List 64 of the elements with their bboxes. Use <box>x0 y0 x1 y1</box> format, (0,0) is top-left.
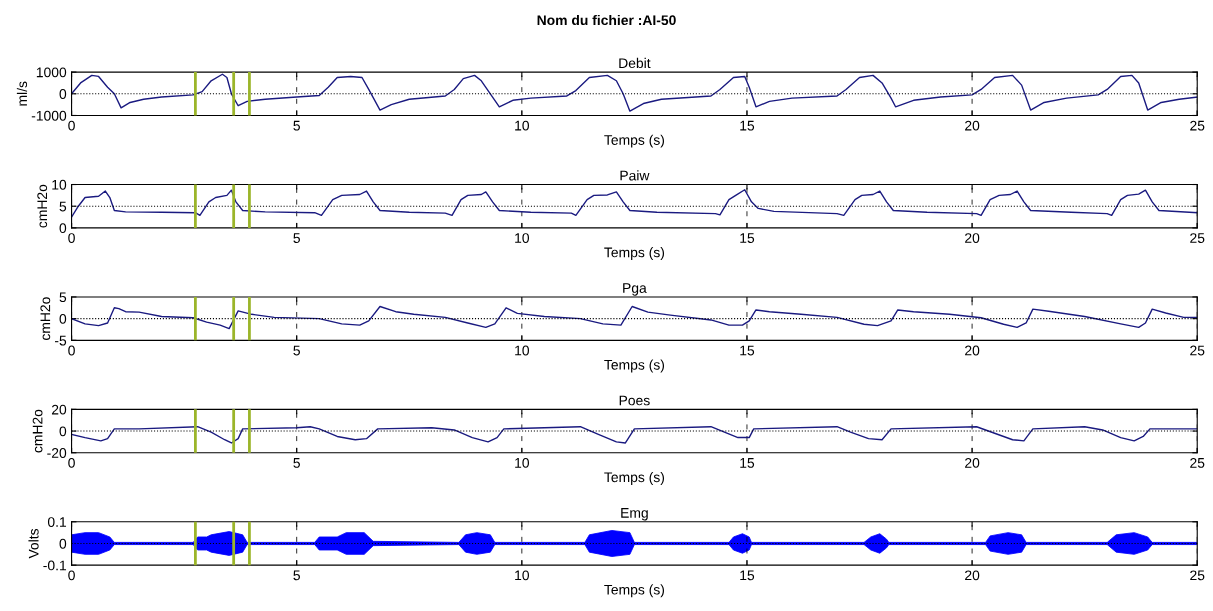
x-tick-label: 25 <box>1190 457 1205 468</box>
x-tick-label: 25 <box>1190 120 1205 131</box>
x-tick-label: 5 <box>293 570 300 581</box>
x-tick-label: 10 <box>515 457 530 468</box>
x-tick-label: 0 <box>68 233 75 243</box>
line-series <box>71 426 1198 444</box>
y-tick-label: 0 <box>59 89 67 99</box>
x-tick-label: 25 <box>1190 233 1205 243</box>
y-tick-label: 0 <box>59 426 67 437</box>
y-tick-label: 0.1 <box>47 517 67 527</box>
x-tick-label: 10 <box>515 120 530 131</box>
line-series <box>71 305 1198 330</box>
chart-title: Pga <box>623 283 647 296</box>
x-tick-label: 25 <box>1190 345 1205 356</box>
line-series <box>71 189 1198 218</box>
y-axis-title: cmH2o <box>40 297 51 341</box>
text: Nom du fichier :AI-50 <box>537 14 676 26</box>
x-tick-label: 20 <box>965 570 980 581</box>
y-axis-title: cmH2o <box>37 184 48 228</box>
y-tick-label: -1000 <box>31 110 67 121</box>
x-tick-label: 5 <box>293 458 300 468</box>
x-tick-label: 25 <box>1190 570 1205 581</box>
x-axis-title: Temps (s) <box>604 584 665 598</box>
y-tick-label: 0 <box>59 223 67 234</box>
x-axis-title: Temps (s) <box>604 247 665 261</box>
x-tick-label: 5 <box>293 345 300 356</box>
x-tick-label: 0 <box>68 570 75 581</box>
y-axis-title: ml/s <box>16 81 28 106</box>
y-tick-label: 5 <box>59 292 67 303</box>
y-tick-label: 0 <box>59 313 67 324</box>
x-tick-label: 10 <box>515 345 530 356</box>
x-axis-title: Temps (s) <box>604 134 665 148</box>
x-tick-label: 20 <box>965 233 980 243</box>
y-tick-label: -20 <box>47 448 67 458</box>
chart-title: Paiw <box>620 170 650 181</box>
y-tick-label: 1000 <box>36 67 67 78</box>
x-axis-title: Temps (s) <box>604 471 665 485</box>
y-tick-label: -0.1 <box>43 560 67 571</box>
x-tick-label: 15 <box>740 120 755 131</box>
chart-title: Emg <box>621 508 648 521</box>
x-tick-label: 20 <box>965 345 980 356</box>
chart-title: Debit <box>619 57 651 69</box>
x-tick-label: 0 <box>68 345 75 356</box>
x-tick-label: 0 <box>68 457 75 468</box>
y-axis-title: Volts <box>28 528 39 559</box>
x-tick-label: 20 <box>965 120 980 131</box>
x-tick-label: 15 <box>740 233 755 243</box>
y-tick-label: 0 <box>59 538 67 549</box>
y-tick-label: 5 <box>59 201 67 212</box>
x-tick-label: 5 <box>293 233 300 243</box>
y-tick-label: 10 <box>52 179 67 190</box>
x-tick-label: 15 <box>740 570 755 581</box>
chart-title: Poes <box>619 395 650 406</box>
x-tick-label: 15 <box>740 458 755 468</box>
y-axis-title: cmH2o <box>32 409 43 453</box>
x-tick-label: 10 <box>515 233 530 243</box>
x-tick-label: 15 <box>740 345 755 356</box>
x-tick-label: 0 <box>68 120 75 131</box>
y-tick-label: 20 <box>51 404 67 415</box>
x-tick-label: 10 <box>515 570 530 581</box>
y-tick-label: -5 <box>54 335 67 346</box>
x-axis-title: Temps (s) <box>604 359 665 373</box>
x-tick-label: 20 <box>965 457 980 468</box>
x-tick-label: 5 <box>293 120 300 131</box>
